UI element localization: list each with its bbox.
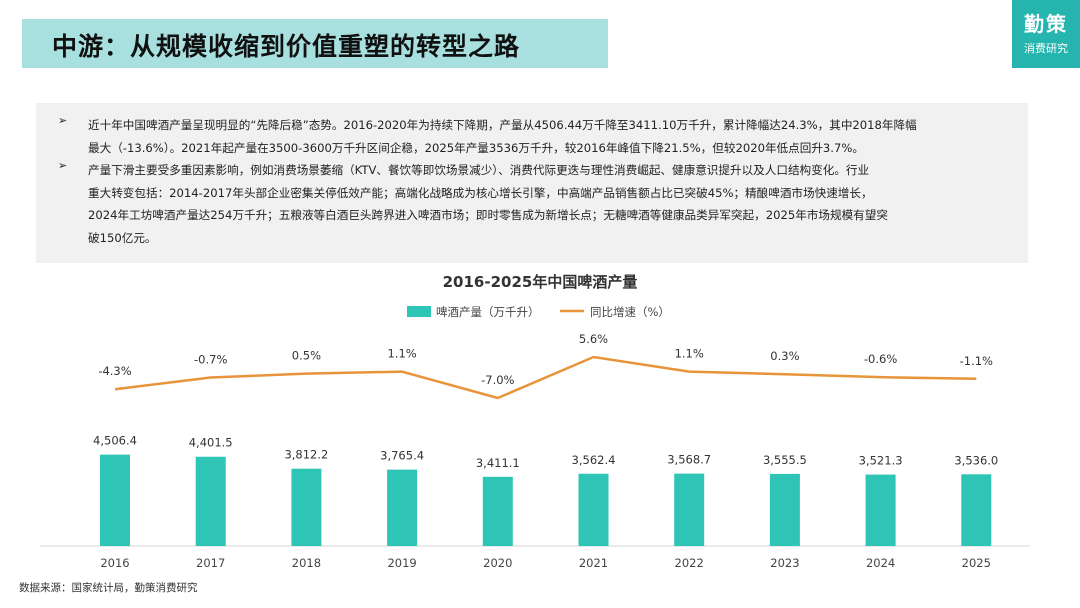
bullet-icon: ➢ <box>58 159 68 172</box>
legend-bar-label: 啤酒产量（万千升） <box>436 305 540 319</box>
bar-value-label: 3,765.4 <box>380 449 424 463</box>
legend-bar-swatch <box>407 306 431 317</box>
growth-value-label: 1.1% <box>675 347 704 361</box>
x-axis-ticks: 2016 2017 2018 2019 2020 2021 2022 2023 2024 2025 <box>100 556 991 570</box>
bar-2024 <box>865 474 896 546</box>
x-tick-label: 2022 <box>675 556 704 570</box>
line-data-labels: -4.3% -0.7% 0.5% 1.1% -7.0% 5.6% 1.1% 0.3% -0.6%… <box>98 332 993 387</box>
summary-line: 产量下滑主要受多重因素影响，例如消费场景萎缩（KTV、餐饮等即饮场景减少）、消费… <box>88 163 870 177</box>
bar-value-label: 3,568.7 <box>667 453 711 467</box>
summary-line: 近十年中国啤酒产量呈现明显的“先降后稳”态势。2016-2020年为持续下降期，… <box>88 118 917 132</box>
x-tick-label: 2024 <box>866 556 895 570</box>
growth-value-label: -4.3% <box>98 364 131 378</box>
x-tick-label: 2019 <box>387 556 416 570</box>
growth-value-label: 5.6% <box>579 332 608 346</box>
chart-legend: 啤酒产量（万千升） 同比增速（%） <box>407 305 670 319</box>
bar-value-label: 3,562.4 <box>572 453 616 467</box>
growth-value-label: 0.5% <box>292 349 321 363</box>
bar-2022 <box>674 473 705 546</box>
x-tick-label: 2023 <box>770 556 799 570</box>
growth-line <box>114 355 977 400</box>
bar-2020 <box>482 476 513 546</box>
bar-value-label: 3,555.5 <box>763 453 807 467</box>
bar-value-label: 3,536.0 <box>954 453 998 467</box>
bar-2016 <box>100 454 130 546</box>
x-tick-label: 2018 <box>292 556 321 570</box>
growth-value-label: 0.3% <box>770 349 799 363</box>
logo-main-text: 勤策 <box>1024 12 1068 36</box>
bar-2019 <box>387 469 418 546</box>
page-title: 中游：从规模收缩到价值重塑的转型之路 <box>52 32 521 61</box>
bullet-icon: ➢ <box>58 114 68 127</box>
bar-value-label: 4,506.4 <box>93 434 137 448</box>
bar-2025 <box>961 474 992 546</box>
bar-value-label: 4,401.5 <box>189 436 233 450</box>
growth-value-label: -0.6% <box>864 352 897 366</box>
x-tick-label: 2016 <box>100 556 129 570</box>
growth-value-label: 1.1% <box>387 347 416 361</box>
x-tick-label: 2020 <box>483 556 512 570</box>
summary-paragraph-2: 产量下滑主要受多重因素影响，例如消费场景萎缩（KTV、餐饮等即饮场景减少）、消费… <box>88 159 1018 249</box>
data-source: 数据来源：国家统计局，勤策消费研究 <box>19 582 198 594</box>
bar-data-labels: 4,506.4 4,401.5 3,812.2 3,765.4 3,411.1 3,562… <box>93 434 998 470</box>
summary-line: 2024年工坊啤酒产量达254万千升；五粮液等白酒巨头跨界进入啤酒市场；即时零售… <box>88 208 888 222</box>
bar-2017 <box>195 456 226 546</box>
bar-value-label: 3,812.2 <box>284 448 328 462</box>
summary-line: 重大转变包括：2014-2017年头部企业密集关停低效产能；高端化战略成为核心增… <box>88 185 873 200</box>
growth-value-label: -7.0% <box>481 373 514 387</box>
x-tick-label: 2025 <box>962 556 991 570</box>
summary-line: 最大（-13.6%）。2021年起产量在3500-3600万千升区间企稳，202… <box>88 140 864 155</box>
brand-logo: 勤策 消费研究 <box>1012 0 1080 68</box>
summary-line: 破150亿元。 <box>88 230 157 245</box>
chart-title: 2016-2025年中国啤酒产量 <box>443 273 638 291</box>
bar-value-label: 3,521.3 <box>859 454 903 468</box>
summary-paragraph-1: 近十年中国啤酒产量呈现明显的“先降后稳”态势。2016-2020年为持续下降期，… <box>88 114 1018 159</box>
logo-sub-text: 消费研究 <box>1024 42 1068 55</box>
bar-2018 <box>291 468 322 546</box>
summary-box: ➢ 近十年中国啤酒产量呈现明显的“先降后稳”态势。2016-2020年为持续下降… <box>36 103 1028 263</box>
bar-value-label: 3,411.1 <box>476 456 520 470</box>
bar-2023 <box>769 473 800 546</box>
legend-line-label: 同比增速（%） <box>590 305 670 319</box>
bar-2021 <box>578 473 609 546</box>
growth-value-label: -1.1% <box>960 354 993 368</box>
x-tick-label: 2021 <box>579 556 608 570</box>
title-banner: 中游：从规模收缩到价值重塑的转型之路 <box>22 19 608 68</box>
x-tick-label: 2017 <box>196 556 225 570</box>
bar-series <box>100 454 992 546</box>
growth-value-label: -0.7% <box>194 353 227 367</box>
